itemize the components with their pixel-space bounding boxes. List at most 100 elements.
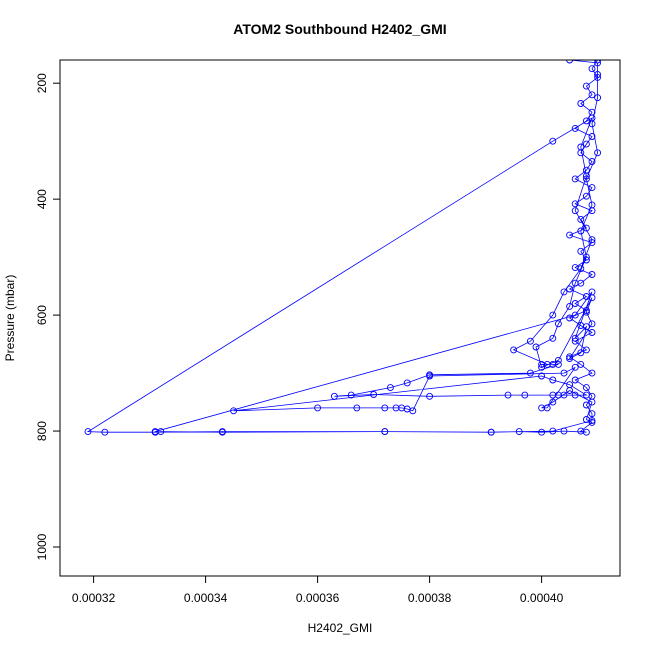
data-point xyxy=(582,428,590,436)
data-point xyxy=(566,355,574,363)
data-point xyxy=(588,65,596,73)
x-tick-label: 0.00034 xyxy=(184,591,228,605)
data-point xyxy=(504,391,512,399)
data-point xyxy=(381,428,389,436)
series-group xyxy=(84,60,602,436)
data-point xyxy=(594,73,602,81)
data-point xyxy=(554,356,562,364)
data-point xyxy=(588,418,596,426)
data-point xyxy=(571,175,579,183)
data-point xyxy=(582,192,590,200)
data-point xyxy=(538,363,546,371)
data-point xyxy=(560,391,568,399)
data-point xyxy=(571,200,579,208)
data-point xyxy=(577,215,585,223)
data-point xyxy=(566,60,574,64)
data-point xyxy=(549,311,557,319)
data-point xyxy=(554,320,562,328)
data-point xyxy=(582,140,590,148)
series-line xyxy=(86,60,599,433)
data-point xyxy=(549,398,557,406)
data-point xyxy=(386,384,394,392)
data-point xyxy=(84,428,92,436)
x-tick-label: 0.00040 xyxy=(520,591,564,605)
data-point xyxy=(538,360,546,368)
data-point xyxy=(582,391,590,399)
data-point xyxy=(582,308,590,316)
data-point xyxy=(588,320,596,328)
data-point xyxy=(571,334,579,342)
x-tick-label: 0.00036 xyxy=(296,591,340,605)
data-point xyxy=(560,369,568,377)
data-point xyxy=(582,346,590,354)
data-point xyxy=(101,428,109,436)
data-point xyxy=(566,353,574,361)
data-point xyxy=(571,337,579,345)
data-point xyxy=(594,60,602,67)
data-point xyxy=(588,133,596,140)
data-point xyxy=(560,288,568,296)
data-point xyxy=(577,265,585,273)
data-point xyxy=(549,334,557,342)
data-point xyxy=(588,294,596,302)
data-point xyxy=(426,372,434,380)
plot-frame xyxy=(59,59,621,577)
data-point xyxy=(521,391,529,399)
data-point xyxy=(582,172,590,180)
data-point xyxy=(582,401,590,409)
data-point xyxy=(588,410,596,418)
data-point xyxy=(571,376,579,384)
data-point xyxy=(588,201,596,209)
data-point xyxy=(526,369,534,377)
data-point xyxy=(594,60,602,64)
data-point xyxy=(594,94,602,102)
data-point xyxy=(588,158,596,165)
y-tick-label: 200 xyxy=(35,73,49,93)
data-point xyxy=(571,124,579,132)
data-point xyxy=(347,391,355,399)
data-point xyxy=(560,427,568,435)
data-point xyxy=(594,71,602,78)
data-point xyxy=(487,428,495,436)
data-point xyxy=(526,337,534,345)
data-point xyxy=(577,247,585,255)
data-point xyxy=(515,428,523,436)
data-point xyxy=(588,120,596,128)
data-point xyxy=(571,311,579,319)
x-axis-label: H2402_GMI xyxy=(308,621,373,635)
data-point xyxy=(577,100,585,107)
data-point xyxy=(588,398,596,406)
data-point xyxy=(577,360,585,368)
data-point xyxy=(566,314,574,322)
data-point xyxy=(571,300,579,307)
data-point xyxy=(571,363,579,371)
y-axis: 200 400 600 800 1000 xyxy=(35,73,61,560)
x-axis: 0.00032 0.00034 0.00036 0.00038 0.00040 xyxy=(72,575,564,605)
data-point xyxy=(582,253,590,261)
y-tick-label: 800 xyxy=(35,421,49,441)
data-point xyxy=(588,329,596,336)
data-point xyxy=(566,285,574,293)
data-point xyxy=(588,271,596,278)
data-point xyxy=(577,349,585,357)
data-point xyxy=(549,376,557,384)
plot-area xyxy=(84,60,602,436)
y-tick-label: 600 xyxy=(35,305,49,325)
data-point xyxy=(571,207,579,215)
data-point xyxy=(582,256,590,264)
data-point xyxy=(353,404,361,412)
x-tick-label: 0.00038 xyxy=(408,591,452,605)
data-point xyxy=(426,392,434,400)
data-point xyxy=(582,224,590,232)
data-point xyxy=(577,227,585,235)
data-point xyxy=(582,82,590,90)
data-point xyxy=(549,427,557,435)
data-point xyxy=(538,372,546,380)
data-point xyxy=(381,404,389,412)
data-point xyxy=(151,428,159,436)
chart-title: ATOM2 Southbound H2402_GMI xyxy=(233,21,446,37)
data-point xyxy=(409,407,417,415)
y-tick-label: 400 xyxy=(35,189,49,209)
data-point xyxy=(566,231,574,239)
